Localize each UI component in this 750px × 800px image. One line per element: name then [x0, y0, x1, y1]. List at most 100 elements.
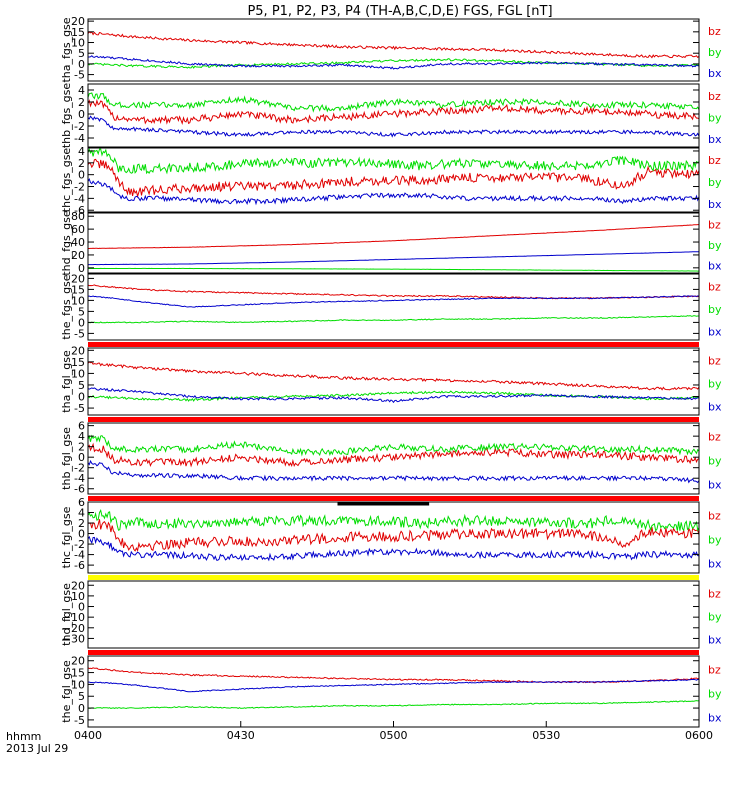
- y-tick-label: -2: [74, 462, 85, 475]
- x-tick-label: 0430: [227, 729, 255, 742]
- legend-bz: bz: [708, 90, 721, 103]
- panel-frame: [87, 655, 700, 728]
- y-tick-label: 15: [71, 356, 85, 369]
- legend-by: by: [708, 611, 722, 624]
- series-bz-line: [88, 284, 699, 300]
- y-tick-label: 4: [78, 430, 85, 443]
- legend-by: by: [708, 455, 722, 468]
- y-tick-label: 0: [78, 262, 85, 275]
- y-tick-label: 20: [71, 344, 85, 357]
- panel-frame: [87, 580, 700, 649]
- series-by-line: [88, 315, 699, 324]
- y-tick-label: −10: [62, 611, 85, 624]
- legend-bz: bz: [708, 663, 721, 676]
- y-tick-label: 4: [78, 84, 85, 97]
- y-tick-label: -5: [74, 327, 85, 340]
- series-bz-line: [88, 442, 699, 468]
- x-tick-label: 0530: [532, 729, 560, 742]
- y-tick-label: 0: [78, 601, 85, 614]
- series-bz-line: [88, 158, 699, 199]
- y-tick-label: 5: [78, 305, 85, 318]
- series-by-line: [88, 700, 699, 710]
- legend-bx: bx: [708, 633, 722, 646]
- series-bx-line: [88, 678, 699, 693]
- legend-bx: bx: [708, 325, 722, 338]
- y-tick-label: 20: [71, 579, 85, 592]
- y-tick-label: 20: [71, 15, 85, 28]
- panel-ylabel: the_fgl_gse: [60, 660, 73, 723]
- panel-ylabel: thd_fgl_gse: [60, 583, 73, 646]
- legend-by: by: [708, 176, 722, 189]
- series-bx-line: [88, 55, 699, 70]
- y-tick-label: -4: [74, 192, 85, 205]
- legend-bx: bx: [708, 479, 722, 492]
- series-by-line: [88, 267, 699, 272]
- legend-bx: bx: [708, 133, 722, 146]
- plot-title: P5, P1, P2, P3, P4 (TH-A,B,C,D,E) FGS, F…: [247, 4, 552, 19]
- y-tick-label: 10: [71, 590, 85, 603]
- legend-bz: bz: [708, 281, 721, 294]
- y-tick-label: 20: [71, 272, 85, 285]
- y-tick-label: 20: [71, 655, 85, 668]
- status-bar: [88, 575, 699, 580]
- y-tick-label: 10: [71, 37, 85, 50]
- x-tick-label: 0600: [685, 729, 713, 742]
- panel-frame: [87, 18, 700, 82]
- series-bx-line: [88, 115, 699, 138]
- legend-bz: bz: [708, 355, 721, 368]
- panel-frame: [87, 347, 700, 416]
- legend-bx: bx: [708, 67, 722, 80]
- panel-frame: [87, 422, 700, 495]
- panel-frame: [87, 501, 700, 574]
- legend-bx: bx: [708, 712, 722, 725]
- y-tick-label: 0: [78, 451, 85, 464]
- legend-bx: bx: [708, 558, 722, 571]
- y-tick-label: 15: [71, 667, 85, 680]
- time-axis: 0400 0430 0500 0530 0600: [74, 721, 713, 742]
- y-tick-label: 15: [71, 283, 85, 296]
- panel-ylabel: tha_fgl_gse: [60, 350, 73, 413]
- y-tick-label: 2: [78, 517, 85, 530]
- legend-bz: bz: [708, 154, 721, 167]
- panel-ylabel: thd_fgs_gse: [60, 210, 73, 276]
- status-bar: [88, 417, 699, 422]
- y-tick-label: 0: [78, 391, 85, 404]
- y-tick-label: -2: [74, 538, 85, 551]
- panel-ylabel: thb_fgl_gse: [60, 427, 73, 490]
- x-tick-label: 0500: [380, 729, 408, 742]
- panel-ylabel: thb_fgs_gse: [60, 83, 73, 149]
- y-tick-label: 0: [78, 528, 85, 541]
- series-by-line: [88, 58, 699, 69]
- y-tick-label: 6: [78, 496, 85, 509]
- time-axis-caption: hhmm: [6, 730, 41, 743]
- y-tick-label: -6: [74, 559, 85, 572]
- legend-bz: bz: [708, 509, 721, 522]
- series-bx-line: [88, 251, 699, 266]
- y-tick-label: 10: [71, 367, 85, 380]
- legend-bx: bx: [708, 400, 722, 413]
- y-tick-label: -4: [74, 132, 85, 145]
- y-tick-label: 0: [78, 316, 85, 329]
- y-tick-label: -2: [74, 181, 85, 194]
- status-bar: [88, 650, 699, 655]
- panel-frame: [87, 147, 700, 213]
- series-by-line: [88, 148, 699, 175]
- y-tick-label: -5: [74, 402, 85, 415]
- panel-ylabel: the_fgs_gse: [60, 274, 73, 339]
- y-tick-label: 5: [78, 379, 85, 392]
- y-tick-label: −30: [62, 632, 85, 645]
- y-tick-label: -6: [74, 204, 85, 217]
- y-tick-label: 0: [78, 169, 85, 182]
- legend-bz: bz: [708, 219, 721, 232]
- legend-by: by: [708, 112, 722, 125]
- y-tick-label: -6: [74, 483, 85, 496]
- series-by-line: [88, 390, 699, 402]
